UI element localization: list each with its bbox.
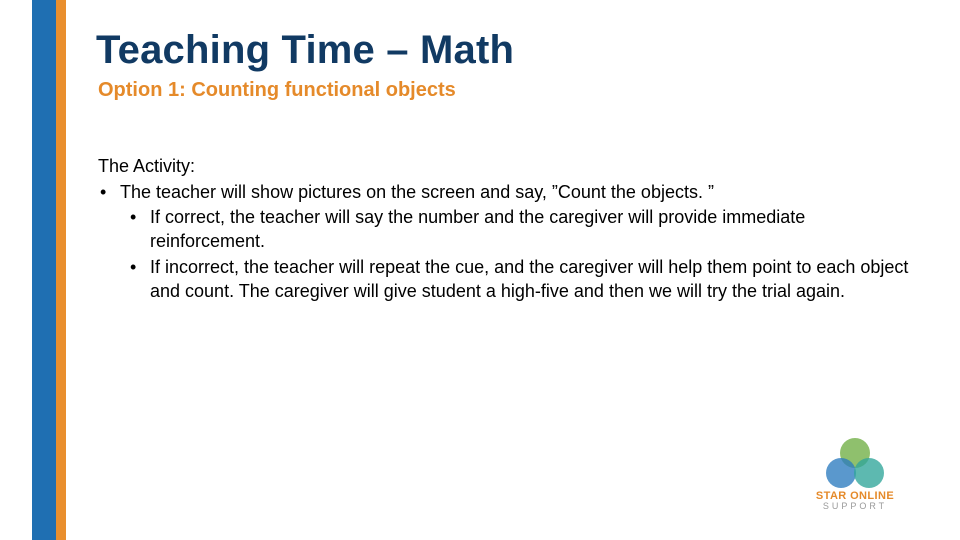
logo-line2: SUPPORT: [790, 501, 920, 511]
logo-circle-blue: [826, 458, 856, 488]
sub-bullet-item: If incorrect, the teacher will repeat th…: [150, 255, 924, 304]
content-area: Teaching Time – Math Option 1: Counting …: [96, 28, 924, 306]
sub-bullet-item: If correct, the teacher will say the num…: [150, 205, 924, 254]
logo-circle-teal: [854, 458, 884, 488]
accent-stripe-blue: [32, 0, 56, 540]
slide-title: Teaching Time – Math: [96, 28, 924, 73]
sub-bullet-text: If correct, the teacher will say the num…: [150, 207, 805, 251]
bullet-list: The teacher will show pictures on the sc…: [98, 180, 924, 303]
slide-subtitle: Option 1: Counting functional objects: [98, 79, 924, 102]
slide: Teaching Time – Math Option 1: Counting …: [0, 0, 960, 540]
accent-stripe-orange: [56, 0, 66, 540]
sub-bullet-list: If correct, the teacher will say the num…: [120, 205, 924, 304]
logo-text: STAR ONLINE SUPPORT: [790, 490, 920, 511]
activity-label: The Activity:: [98, 154, 924, 178]
bullet-item: The teacher will show pictures on the sc…: [120, 180, 924, 303]
bullet-text: The teacher will show pictures on the sc…: [120, 182, 714, 202]
logo-circles-icon: [826, 438, 884, 488]
sub-bullet-text: If incorrect, the teacher will repeat th…: [150, 257, 908, 301]
body-text: The Activity: The teacher will show pict…: [98, 154, 924, 304]
brand-logo: STAR ONLINE SUPPORT: [790, 438, 920, 512]
